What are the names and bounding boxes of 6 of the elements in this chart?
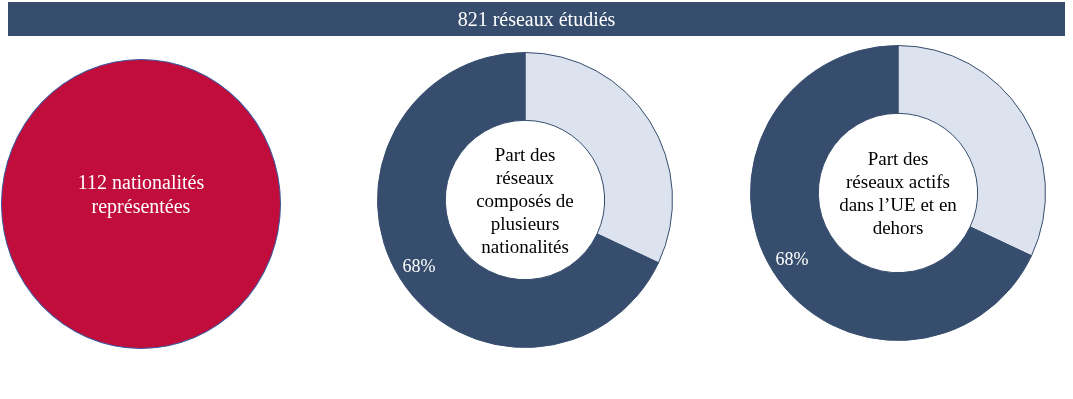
text: Part des réseaux composés de plusieurs nationalités (475, 142, 575, 259)
text: 821 réseaux étudiés (8, 2, 1065, 36)
text: Part des réseaux actifs dans l’UE et en dehors (838, 147, 958, 240)
data-label: 68% (775, 248, 809, 269)
data-label: 68% (402, 255, 436, 276)
circle-shape: 112 nationalités représentées (1, 59, 281, 349)
